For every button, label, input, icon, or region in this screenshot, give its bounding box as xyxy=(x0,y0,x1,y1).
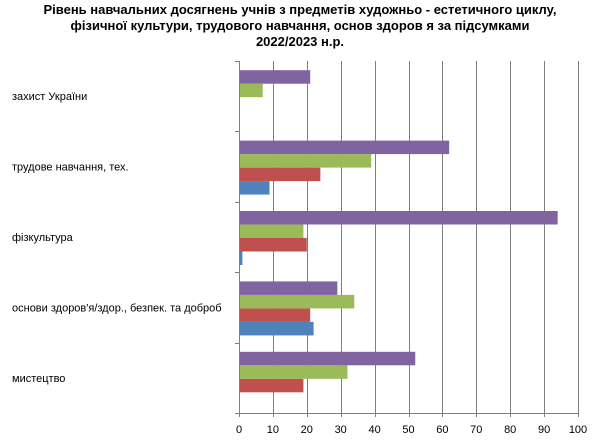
x-tick-label-5: 50 xyxy=(402,424,414,436)
category-label-3: основи здоров'я/здор., безпек. та доброб xyxy=(12,302,222,314)
bar-cat2-series1 xyxy=(239,238,307,252)
bar-cat4-series1 xyxy=(239,378,304,393)
x-tick-label-9: 90 xyxy=(538,424,550,436)
x-tick-label-6: 60 xyxy=(436,424,448,436)
bar-cat2-series2 xyxy=(239,224,304,238)
chart-title-line-1: Рівень навчальних досягнень учнів з пред… xyxy=(44,2,557,17)
bar-cat0-series2 xyxy=(239,83,263,98)
bar-cat1-series2 xyxy=(239,154,372,168)
bar-cat4-series3 xyxy=(239,351,416,366)
x-tick-label-2: 20 xyxy=(301,424,313,436)
bar-cat3-series0 xyxy=(239,321,314,336)
bar-cat0-series3 xyxy=(239,70,311,84)
category-labels: захист України трудове навчання, тех. фізк… xyxy=(12,91,222,385)
chart-title-line-3: 2022/2023 н.р. xyxy=(256,34,344,49)
x-tick-label-10: 100 xyxy=(569,424,587,436)
x-tick-label-1: 10 xyxy=(267,424,279,436)
bar-cat1-series1 xyxy=(239,167,321,182)
category-label-4: мистецтво xyxy=(12,373,65,385)
category-label-2: фізкультура xyxy=(12,232,74,244)
chart-title-line-2: фізичної культури, трудового навчання, о… xyxy=(71,18,530,33)
gridlines xyxy=(273,61,579,413)
chart-title: Рівень навчальних досягнень учнів з пред… xyxy=(44,2,557,49)
bar-cat2-series0 xyxy=(239,251,243,265)
bar-cat2-series3 xyxy=(239,211,558,225)
bar-cat3-series3 xyxy=(239,281,338,295)
bars xyxy=(239,70,558,393)
x-tick-label-8: 80 xyxy=(504,424,516,436)
bar-cat4-series2 xyxy=(239,365,348,379)
x-tick-label-4: 40 xyxy=(368,424,380,436)
bar-cat3-series2 xyxy=(239,294,355,309)
category-label-1: трудове навчання, тех. xyxy=(12,162,129,174)
x-tick-label-7: 70 xyxy=(470,424,482,436)
bar-cat3-series1 xyxy=(239,308,311,322)
x-tick-labels: 0 10 20 30 40 50 60 70 80 90 100 xyxy=(236,424,587,436)
bar-cat1-series0 xyxy=(239,181,270,195)
category-label-0: захист України xyxy=(12,91,87,103)
bar-cat1-series3 xyxy=(239,140,450,155)
axes xyxy=(235,61,579,417)
x-tick-label-3: 30 xyxy=(335,424,347,436)
x-tick-label-0: 0 xyxy=(236,424,242,436)
